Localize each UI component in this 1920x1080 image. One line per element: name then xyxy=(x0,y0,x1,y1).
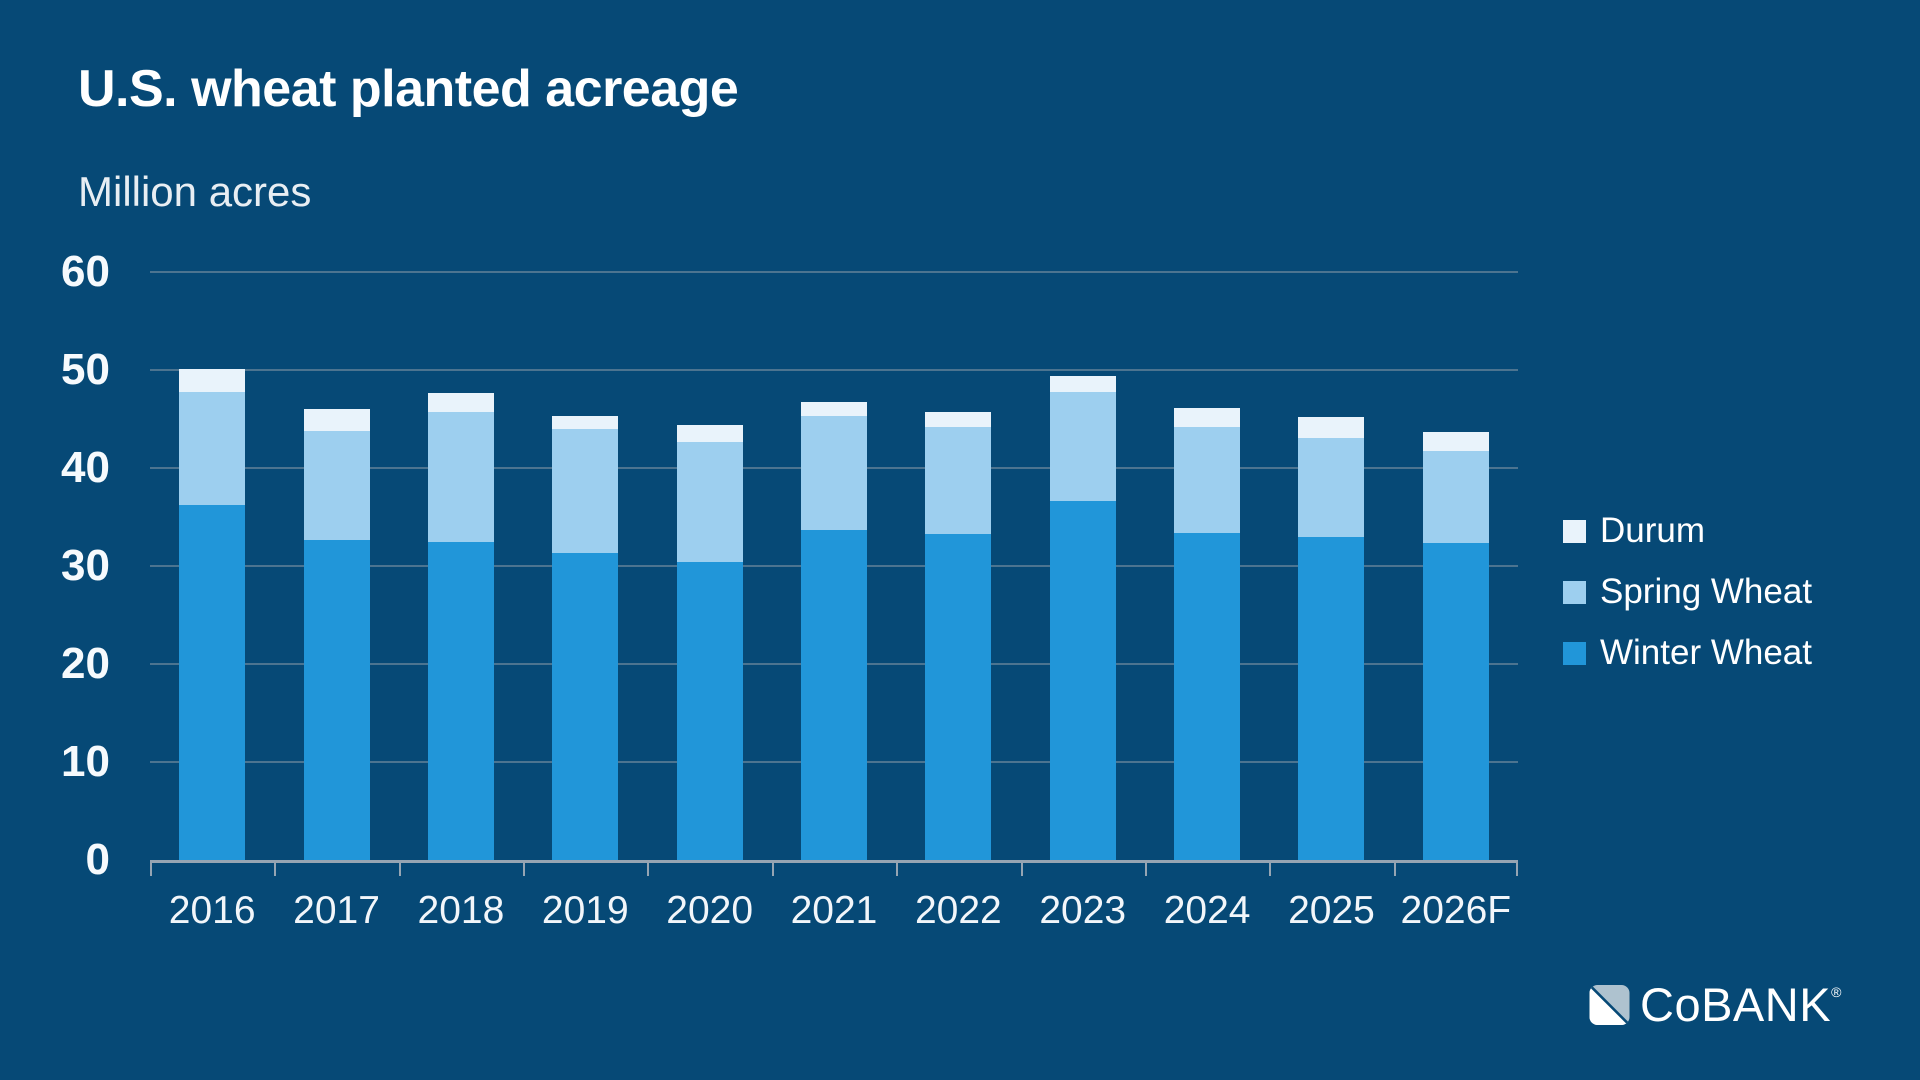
legend-label-durum: Durum xyxy=(1600,511,1706,550)
bar-segment-2017-spring-wheat xyxy=(303,430,370,540)
bar-segment-2022-durum xyxy=(925,412,992,427)
bar-segment-2024-winter-wheat xyxy=(1174,532,1241,860)
bar-2016 xyxy=(179,369,246,860)
plot-area: 0 10 20 30 40 50 60 2016 2017 2018 2019 2020 2021 202… xyxy=(61,247,1518,932)
bar-segment-2021-spring-wheat xyxy=(801,416,867,530)
bar-segment-2025-durum xyxy=(1298,417,1365,438)
bar-2023 xyxy=(1049,375,1116,860)
bar-2020 xyxy=(676,424,743,860)
chart-title: U.S. wheat planted acreage xyxy=(78,60,739,118)
bar-segment-2019-winter-wheat xyxy=(552,553,619,860)
bar-segment-2019-durum xyxy=(552,416,619,429)
y-tick-label-40: 40 xyxy=(61,443,110,492)
y-tick-label-30: 30 xyxy=(61,541,110,590)
x-tick-label-2017: 2017 xyxy=(293,889,380,932)
legend-row-spring-wheat: Spring Wheat xyxy=(1563,572,1812,611)
x-tick-label-2026F: 2026F xyxy=(1400,889,1512,932)
bar-2018 xyxy=(427,392,494,860)
x-axis-tick-1 xyxy=(274,862,277,876)
x-tick-label-2022: 2022 xyxy=(914,889,1002,932)
x-tick-label-2020: 2020 xyxy=(666,889,754,932)
x-tick-label-2024: 2024 xyxy=(1163,889,1251,932)
bar-segment-2022-winter-wheat xyxy=(925,533,992,860)
bar-segment-2020-spring-wheat xyxy=(676,441,743,563)
bar-2019 xyxy=(552,416,619,860)
bar-segment-2018-durum xyxy=(427,392,494,413)
bar-segment-2025-winter-wheat xyxy=(1298,536,1365,860)
legend-label-spring-wheat: Spring Wheat xyxy=(1600,572,1813,611)
x-tick-label-2016: 2016 xyxy=(168,889,256,932)
x-tick-label-2025: 2025 xyxy=(1288,889,1375,932)
bar-segment-2023-durum xyxy=(1049,375,1116,392)
bar-2024 xyxy=(1174,408,1241,860)
y-axis-unit-label: Million acres xyxy=(78,168,312,215)
x-axis-tick-10 xyxy=(1393,862,1396,876)
x-axis-tick-9 xyxy=(1269,862,1272,876)
bar-segment-2023-spring-wheat xyxy=(1049,391,1116,502)
x-axis-tick-8 xyxy=(1144,862,1147,876)
bar-segment-2020-winter-wheat xyxy=(676,562,743,860)
bar-2022 xyxy=(925,412,992,860)
x-tick-label-2019: 2019 xyxy=(541,889,629,932)
x-axis-tick-6 xyxy=(896,862,899,876)
bar-2021 xyxy=(801,402,867,860)
legend-row-durum: Durum xyxy=(1563,511,1812,550)
bar-2025 xyxy=(1298,417,1365,860)
winter-wheat-swatch-icon xyxy=(1563,641,1586,665)
cobank-logo-text: CoBANK xyxy=(1640,978,1832,1031)
bar-segment-2018-winter-wheat xyxy=(427,541,494,860)
bar-segment-2016-durum xyxy=(179,369,246,392)
bar-segment-2022-spring-wheat xyxy=(925,426,992,534)
bar-segment-2020-durum xyxy=(676,424,743,442)
bar-segment-2025-spring-wheat xyxy=(1298,437,1365,537)
bar-segment-2024-spring-wheat xyxy=(1174,426,1241,533)
y-tick-label-20: 20 xyxy=(61,639,110,688)
legend: Durum Spring Wheat Winter Wheat xyxy=(1563,511,1812,702)
bar-segment-2026F-spring-wheat xyxy=(1422,451,1489,544)
legend-label-winter-wheat: Winter Wheat xyxy=(1600,633,1812,672)
x-axis-tick-5 xyxy=(771,862,774,876)
bar-segment-2026F-durum xyxy=(1422,431,1489,452)
bar-segment-2018-spring-wheat xyxy=(427,412,494,542)
durum-swatch-icon xyxy=(1563,519,1586,543)
x-axis-tick-4 xyxy=(647,862,650,876)
bar-segment-2023-winter-wheat xyxy=(1049,501,1116,860)
x-tick-label-2018: 2018 xyxy=(417,889,505,932)
x-axis-tick-3 xyxy=(523,862,526,876)
y-tick-label-60: 60 xyxy=(61,247,110,296)
x-axis-tick-2 xyxy=(398,862,401,876)
y-tick-label-50: 50 xyxy=(61,345,110,394)
spring-wheat-swatch-icon xyxy=(1563,580,1586,604)
cobank-logo-icon xyxy=(1589,985,1630,1025)
bar-segment-2026F-winter-wheat xyxy=(1422,543,1489,860)
bar-segment-2016-winter-wheat xyxy=(179,505,246,860)
cobank-logo: CoBANK ® xyxy=(1589,978,1842,1031)
bar-2017 xyxy=(303,409,370,860)
x-axis-tick-7 xyxy=(1020,862,1023,876)
bar-segment-2019-spring-wheat xyxy=(552,428,619,554)
y-tick-label-10: 10 xyxy=(61,737,110,786)
bar-segment-2016-spring-wheat xyxy=(179,391,246,506)
bar-segment-2024-durum xyxy=(1174,408,1241,427)
y-tick-label-0: 0 xyxy=(85,835,110,884)
x-tick-label-2023: 2023 xyxy=(1039,889,1127,932)
registered-trademark-icon: ® xyxy=(1831,984,1842,1000)
bar-segment-2021-winter-wheat xyxy=(801,529,867,860)
x-axis-tick-11 xyxy=(1516,862,1518,876)
gridline-60 xyxy=(150,271,1518,273)
legend-row-winter-wheat: Winter Wheat xyxy=(1563,633,1812,672)
bar-segment-2021-durum xyxy=(801,402,867,417)
bar-segment-2017-durum xyxy=(303,409,370,431)
gridline-50 xyxy=(150,369,1518,371)
x-tick-label-2021: 2021 xyxy=(790,889,878,932)
bar-segment-2017-winter-wheat xyxy=(303,539,370,860)
x-axis-baseline xyxy=(150,860,1518,863)
bar-2026F xyxy=(1422,431,1489,860)
x-axis-tick-0 xyxy=(150,862,152,876)
